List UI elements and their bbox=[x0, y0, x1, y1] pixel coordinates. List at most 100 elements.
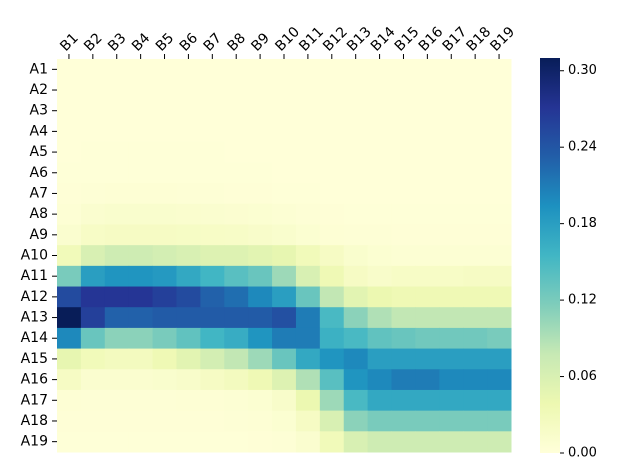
heatmap-cell bbox=[80, 183, 106, 205]
heatmap-cell bbox=[367, 121, 393, 143]
heatmap-cell bbox=[176, 224, 201, 246]
heatmap-cell bbox=[272, 348, 297, 370]
colorbar-tick-label: 0.18 bbox=[568, 216, 597, 231]
heatmap-cell bbox=[128, 327, 154, 350]
heatmap-cell bbox=[248, 79, 273, 101]
y-tick-label: A8 bbox=[30, 206, 48, 222]
heatmap-cell bbox=[248, 369, 273, 391]
heatmap-cell bbox=[176, 369, 201, 391]
heatmap-cell bbox=[128, 59, 154, 81]
heatmap-cell bbox=[367, 100, 393, 122]
heatmap-cell bbox=[487, 224, 512, 246]
heatmap-cell bbox=[415, 265, 440, 288]
x-tick-label: B11 bbox=[296, 24, 327, 55]
heatmap-cell bbox=[367, 162, 393, 184]
heatmap-cell bbox=[487, 141, 512, 163]
heatmap-cell bbox=[176, 410, 201, 432]
heatmap-cell bbox=[152, 141, 177, 163]
heatmap-cell bbox=[224, 79, 249, 101]
heatmap-cell bbox=[343, 121, 369, 143]
heatmap-cell bbox=[391, 59, 416, 81]
heatmap-cell bbox=[104, 79, 130, 101]
heatmap-cell bbox=[439, 224, 464, 246]
heatmap-cell bbox=[367, 141, 393, 163]
heatmap-cell bbox=[128, 79, 154, 101]
heatmap-cell bbox=[104, 162, 130, 184]
heatmap-cell bbox=[128, 369, 154, 391]
heatmap-cell bbox=[152, 265, 177, 288]
heatmap-cell bbox=[200, 286, 225, 308]
heatmap-cell bbox=[272, 141, 297, 163]
heatmap-cell bbox=[487, 389, 512, 412]
heatmap-cell bbox=[80, 348, 106, 370]
heatmap-cell bbox=[415, 327, 440, 350]
heatmap-cell bbox=[415, 389, 440, 412]
y-tick-label: A4 bbox=[30, 123, 49, 139]
heatmap-cell bbox=[439, 307, 464, 329]
heatmap-cell bbox=[367, 79, 393, 101]
heatmap-cell bbox=[57, 348, 82, 370]
heatmap-cell bbox=[319, 141, 345, 163]
heatmap-cell bbox=[248, 431, 273, 453]
heatmap-cell bbox=[439, 203, 464, 225]
heatmap-cell bbox=[295, 389, 321, 412]
heatmap-cell bbox=[80, 121, 106, 143]
heatmap-cell bbox=[224, 141, 249, 163]
heatmap-cell bbox=[248, 410, 273, 432]
heatmap-cell bbox=[391, 162, 416, 184]
heatmap-cell bbox=[272, 245, 297, 267]
heatmap-cell bbox=[295, 79, 321, 101]
heatmap-cell bbox=[80, 100, 106, 122]
heatmap-cell bbox=[367, 265, 393, 288]
heatmap-cell bbox=[295, 369, 321, 391]
heatmap-cell bbox=[415, 100, 440, 122]
heatmap-cell bbox=[487, 348, 512, 370]
heatmap-cell bbox=[367, 307, 393, 329]
heatmap-cell bbox=[391, 348, 416, 370]
heatmap-cell bbox=[224, 348, 249, 370]
heatmap-cell bbox=[57, 327, 82, 350]
heatmap-cell bbox=[415, 245, 440, 267]
heatmap-cell bbox=[439, 121, 464, 143]
heatmap-cell bbox=[439, 369, 464, 391]
heatmap-cell bbox=[248, 59, 273, 81]
y-tick-label: A2 bbox=[30, 82, 48, 98]
heatmap-cell bbox=[272, 307, 297, 329]
heatmap-cell bbox=[319, 245, 345, 267]
heatmap-cell bbox=[200, 203, 225, 225]
heatmap-cell bbox=[463, 389, 488, 412]
heatmap-cell bbox=[391, 286, 416, 308]
heatmap-cell bbox=[248, 327, 273, 350]
heatmap-cell bbox=[57, 307, 82, 329]
heatmap-cell bbox=[152, 183, 177, 205]
heatmap-cell bbox=[319, 162, 345, 184]
heatmap-cell bbox=[319, 265, 345, 288]
heatmap-cell bbox=[391, 431, 416, 453]
heatmap-cell bbox=[128, 410, 154, 432]
heatmap-cell bbox=[319, 307, 345, 329]
heatmap-cell bbox=[295, 327, 321, 350]
heatmap-cell bbox=[224, 431, 249, 453]
heatmap-cell bbox=[367, 431, 393, 453]
heatmap-cell bbox=[80, 141, 106, 163]
heatmap-cell bbox=[295, 224, 321, 246]
heatmap-cell bbox=[224, 224, 249, 246]
heatmap-cell bbox=[224, 59, 249, 81]
heatmap-cell bbox=[272, 183, 297, 205]
heatmap-cell bbox=[80, 59, 106, 81]
heatmap-cell bbox=[415, 141, 440, 163]
heatmap-cell bbox=[80, 410, 106, 432]
heatmap-cell bbox=[248, 162, 273, 184]
heatmap-cell bbox=[295, 348, 321, 370]
heatmap-cell bbox=[295, 203, 321, 225]
heatmap-cell bbox=[272, 224, 297, 246]
heatmap-cell bbox=[415, 369, 440, 391]
heatmap-cell bbox=[487, 410, 512, 432]
heatmap-cell bbox=[200, 265, 225, 288]
heatmap-cell bbox=[415, 79, 440, 101]
heatmap-cell bbox=[248, 100, 273, 122]
heatmap-cell bbox=[80, 431, 106, 453]
heatmap-cell bbox=[367, 224, 393, 246]
heatmap-cell bbox=[176, 121, 201, 143]
heatmap-cell bbox=[272, 327, 297, 350]
